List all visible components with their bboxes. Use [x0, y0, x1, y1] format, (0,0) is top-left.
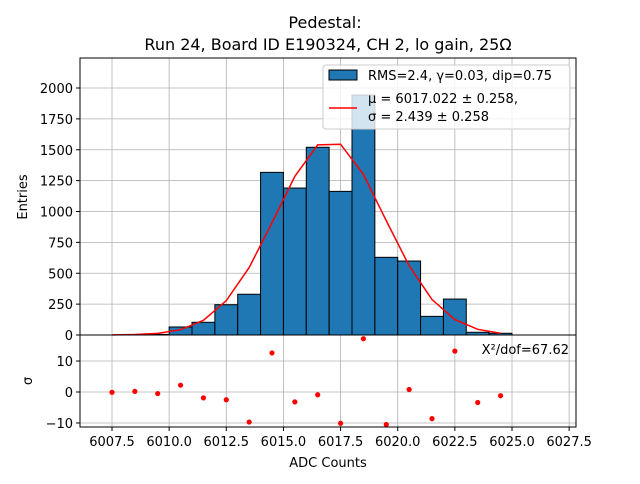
- x-tick-label: 6025.0: [489, 435, 535, 450]
- residual-point: [337, 420, 344, 426]
- residual-y-axis-label: σ: [21, 377, 36, 385]
- histogram-bar: [374, 256, 399, 336]
- legend-entry-histogram: RMS=2.4, γ=0.03, dip=0.75: [368, 69, 552, 84]
- fit-line: [111, 143, 501, 336]
- chart-title-line2: Run 24, Board ID E190324, CH 2, lo gain,…: [144, 35, 511, 54]
- y-axis-label: Entries: [16, 174, 31, 220]
- y-tick-label: 0: [65, 329, 73, 344]
- y-tick-label: 1250: [40, 175, 73, 190]
- histogram-bar: [351, 94, 376, 336]
- y-tick-label: 250: [48, 298, 73, 313]
- histogram-bar: [260, 171, 284, 336]
- histogram-bar: [328, 190, 353, 336]
- x-tick-label: 6017.5: [318, 435, 364, 450]
- x-tick-label: 6012.5: [204, 435, 250, 450]
- residual-point: [475, 399, 481, 406]
- residual-point: [452, 348, 458, 354]
- residual-point: [200, 395, 207, 401]
- legend-entry-mu: μ = 6017.022 ± 0.258,: [368, 92, 518, 107]
- residual-point: [315, 392, 321, 398]
- fit-curve: [111, 143, 501, 336]
- y-tick-label: 500: [48, 267, 73, 282]
- histogram-bar: [442, 298, 467, 336]
- x-tick-label: 6010.0: [146, 435, 192, 450]
- residual-point: [360, 336, 367, 342]
- histogram-bar: [305, 146, 330, 336]
- x-tick-label: 6007.5: [89, 435, 135, 450]
- histogram-bar: [282, 187, 307, 336]
- legend-bar-swatch: [328, 69, 358, 81]
- bottom-axes-frame: [79, 334, 577, 428]
- histogram-bar: [397, 260, 422, 336]
- y-tick-label: 750: [48, 236, 73, 251]
- residual-grid: [80, 335, 576, 427]
- x-tick-label: 6020.0: [375, 435, 421, 450]
- legend-entry-sigma: σ = 2.439 ± 0.258: [368, 110, 489, 125]
- x-tick-label: 6027.5: [546, 435, 592, 450]
- residual-point: [406, 386, 412, 393]
- residual-point: [429, 416, 435, 422]
- histogram-bar: [214, 304, 239, 336]
- residual-y-tick-label: 10: [56, 355, 73, 370]
- residual-point: [132, 388, 138, 394]
- chi2-annotation: X²/dof=67.62: [482, 343, 569, 358]
- y-tick-label: 1500: [40, 144, 73, 159]
- y-tick-label: 1750: [40, 113, 73, 128]
- residual-point: [223, 397, 229, 403]
- x-tick-label: 6022.5: [432, 435, 478, 450]
- residual-point: [155, 390, 161, 397]
- x-axis-label: ADC Counts: [289, 456, 367, 471]
- histogram-bars: [145, 94, 513, 336]
- histogram-bar: [420, 315, 444, 336]
- residual-point: [246, 419, 252, 425]
- legend-box: [322, 64, 571, 130]
- residual-point: [109, 389, 115, 395]
- axis-ticks: 6007.5 6010.0 6012.5 6015.0 6017.5 6020.0 6022…: [40, 82, 592, 450]
- residual-point: [177, 382, 184, 388]
- histogram-bar: [237, 293, 262, 336]
- residual-point: [383, 421, 389, 428]
- legend: RMS=2.4, γ=0.03, dip=0.75 μ = 6017.022 ±…: [322, 64, 571, 130]
- chart-title-line1: Pedestal:: [288, 13, 361, 32]
- residual-point: [497, 393, 504, 399]
- residual-y-tick-label: 0: [65, 386, 73, 401]
- x-tick-label: 6015.0: [261, 435, 307, 450]
- residual-point: [269, 350, 275, 356]
- residual-points: [109, 336, 504, 428]
- residual-point: [292, 399, 298, 405]
- y-tick-label: 2000: [40, 82, 73, 97]
- residual-y-tick-label: −10: [46, 417, 73, 432]
- y-tick-label: 1000: [40, 206, 73, 221]
